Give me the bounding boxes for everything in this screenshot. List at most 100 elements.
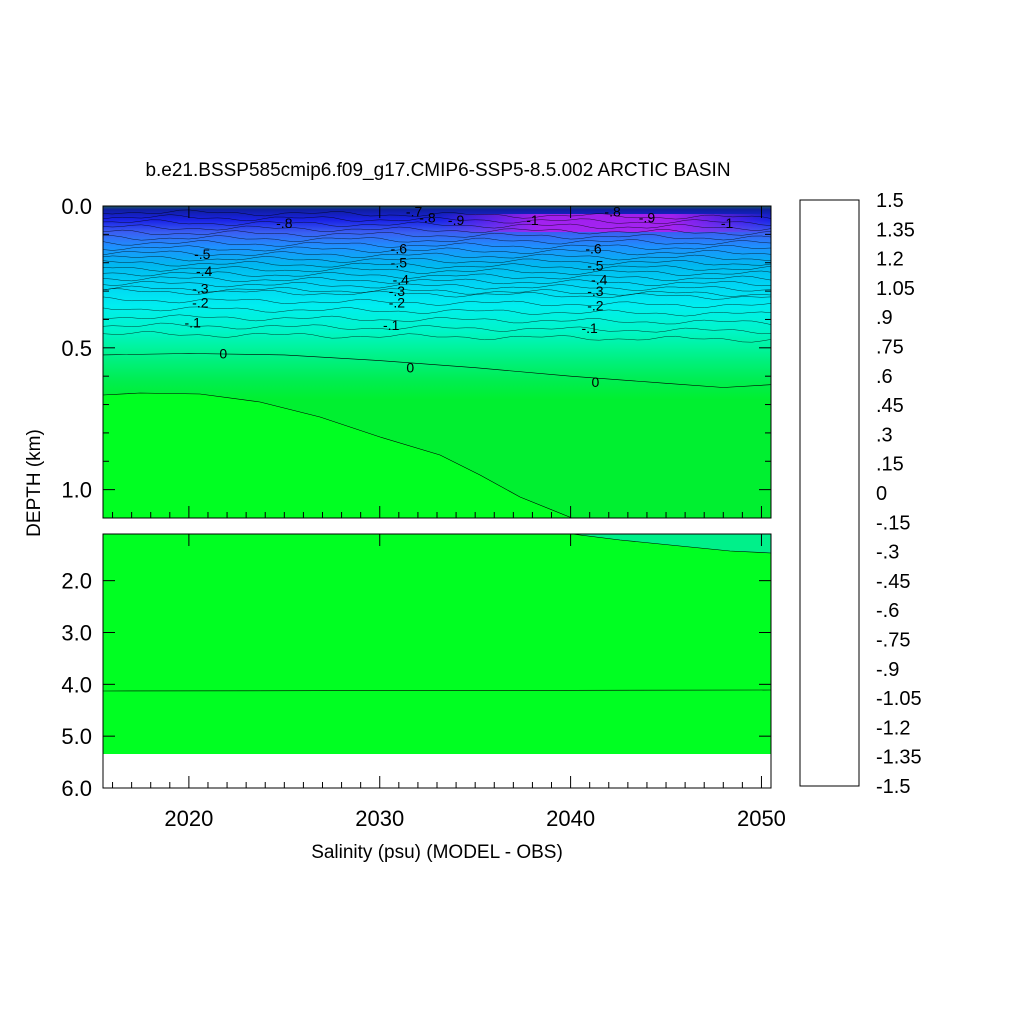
- contour-label: -.7: [406, 204, 423, 220]
- x-axis-label: Salinity (psu) (MODEL - OBS): [311, 842, 563, 863]
- x-tick-label: 2030: [355, 806, 404, 831]
- contour-line: [103, 314, 771, 325]
- contour-label: -.4: [591, 272, 608, 288]
- colorbar-label: 1.35: [876, 219, 915, 241]
- colorbar-label: 1.05: [876, 278, 915, 300]
- contour-label: -.2: [587, 297, 604, 313]
- y-upper-tick-label: 1.0: [61, 478, 92, 503]
- y-lower-tick-label: 4.0: [61, 672, 92, 697]
- contour-line: [103, 285, 771, 297]
- y-lower-tick-label: 6.0: [61, 776, 92, 801]
- contour-line: [103, 281, 771, 292]
- contour-line: [103, 235, 771, 245]
- colorbar-label: -.3: [876, 542, 899, 564]
- colorbar: 1.5 1.35 1.2 1.05 .9 .75 .6 .45 .3 .15 0 -.15 -.3 -.4…: [799, 190, 922, 798]
- contour-label: 0: [406, 360, 414, 376]
- contour-line: [103, 271, 771, 282]
- x-axis: 2020 2030 2040 2050: [112, 206, 786, 831]
- upper-panel: [103, 206, 771, 518]
- contour-line: [103, 250, 771, 262]
- contour-label: -.3: [587, 283, 604, 299]
- contour-label: -.5: [587, 258, 604, 274]
- colorbar-label: -1.35: [876, 747, 922, 769]
- contour-line: [103, 331, 771, 343]
- colorbar-label: 1.2: [876, 249, 904, 271]
- contour-label: -.1: [185, 314, 202, 330]
- contour-line: [103, 219, 771, 231]
- y-upper-tick-label: 0.0: [61, 194, 92, 219]
- contour-line: [103, 209, 771, 220]
- colorbar-label: -.75: [876, 630, 910, 652]
- colorbar-label: .6: [876, 366, 893, 388]
- contour-line: [103, 224, 771, 236]
- y-lower-tick-label: 5.0: [61, 724, 92, 749]
- contour-line: [103, 229, 771, 241]
- colorbar-label: .75: [876, 337, 904, 359]
- chart-title: b.e21.BSSP585cmip6.f09_g17.CMIP6-SSP5-8.…: [145, 160, 730, 181]
- contour-label: -.4: [196, 263, 213, 279]
- colorbar-label: -.9: [876, 659, 899, 681]
- colorbar-label: -.45: [876, 571, 910, 593]
- green-boundary-contour: [103, 392, 573, 518]
- y-lower-tick-label: 2.0: [61, 569, 92, 594]
- x-tick-label: 2020: [164, 806, 213, 831]
- contour-line: [103, 296, 771, 308]
- x-tick-label: 2050: [737, 806, 786, 831]
- contour-label: -.9: [639, 209, 656, 225]
- colorbar-label: .3: [876, 424, 893, 446]
- contour-label: -.2: [192, 294, 209, 310]
- contour-label: -.8: [604, 204, 621, 220]
- colorbar-label: -.6: [876, 600, 899, 622]
- contour-label: -.3: [192, 280, 209, 296]
- y-upper-tick-label: 0.5: [61, 336, 92, 361]
- contour-label: -.5: [391, 255, 408, 271]
- pure-green-region: [103, 393, 572, 518]
- lower-panel-field: [103, 534, 771, 754]
- contour-line: [103, 214, 771, 226]
- upper-contour-lines: [103, 209, 771, 518]
- lower-contour-line-deep: [102, 689, 772, 692]
- lower-panel-teal-edge: [572, 534, 771, 553]
- y-axis-lower: 2.0 3.0 4.0 5.0 6.0: [61, 569, 771, 801]
- contour-label: 0: [592, 374, 600, 390]
- zero-contour-line: [103, 353, 771, 388]
- contour-labels: 000-.1 -.1 -.1-.2 -.2 -.2-.3 -.3 -.3-.4-.4 -.4-…: [185, 204, 734, 390]
- colorbar-label: 1.5: [876, 190, 904, 212]
- contour-line: [103, 245, 771, 256]
- contour-line: [103, 266, 771, 276]
- contour-line: [103, 306, 771, 317]
- colorbar-label: -1.05: [876, 688, 922, 710]
- colorbar-label: 0: [876, 483, 887, 505]
- y-axis-upper: 0.0 0.5 1.0: [61, 194, 771, 519]
- colorbar-label: .9: [876, 307, 893, 329]
- contour-label: -1: [721, 215, 734, 231]
- colorbar-label: -1.5: [876, 776, 910, 798]
- lower-contour-line: [571, 533, 772, 554]
- contour-label: -1: [526, 212, 539, 228]
- contour-line: [103, 322, 771, 335]
- contour-line: [103, 255, 771, 266]
- lower-panel: [102, 533, 772, 789]
- contour-label: -.9: [448, 212, 465, 228]
- colorbar-label: -.15: [876, 512, 910, 534]
- contour-label: -.8: [419, 209, 436, 225]
- x-tick-label: 2040: [546, 806, 595, 831]
- y-lower-tick-label: 3.0: [61, 620, 92, 645]
- contour-label: -.8: [276, 215, 293, 231]
- contour-label: -.3: [389, 283, 406, 299]
- contour-line: [103, 260, 771, 271]
- contour-label: 0: [219, 345, 227, 361]
- contour-label: -.1: [582, 320, 599, 336]
- contour-label: -.6: [585, 241, 602, 257]
- y-axis-label: DEPTH (km): [24, 429, 45, 537]
- colorbar-label: .45: [876, 395, 904, 417]
- contour-line: [103, 288, 771, 300]
- contour-label: -.4: [393, 272, 410, 288]
- contour-line: [103, 276, 771, 287]
- colorbar-frame: [799, 199, 860, 787]
- contour-label: -.2: [389, 294, 406, 310]
- contour-label: -.5: [194, 246, 211, 262]
- contour-label: -.1: [383, 317, 400, 333]
- contour-label: -.6: [391, 241, 408, 257]
